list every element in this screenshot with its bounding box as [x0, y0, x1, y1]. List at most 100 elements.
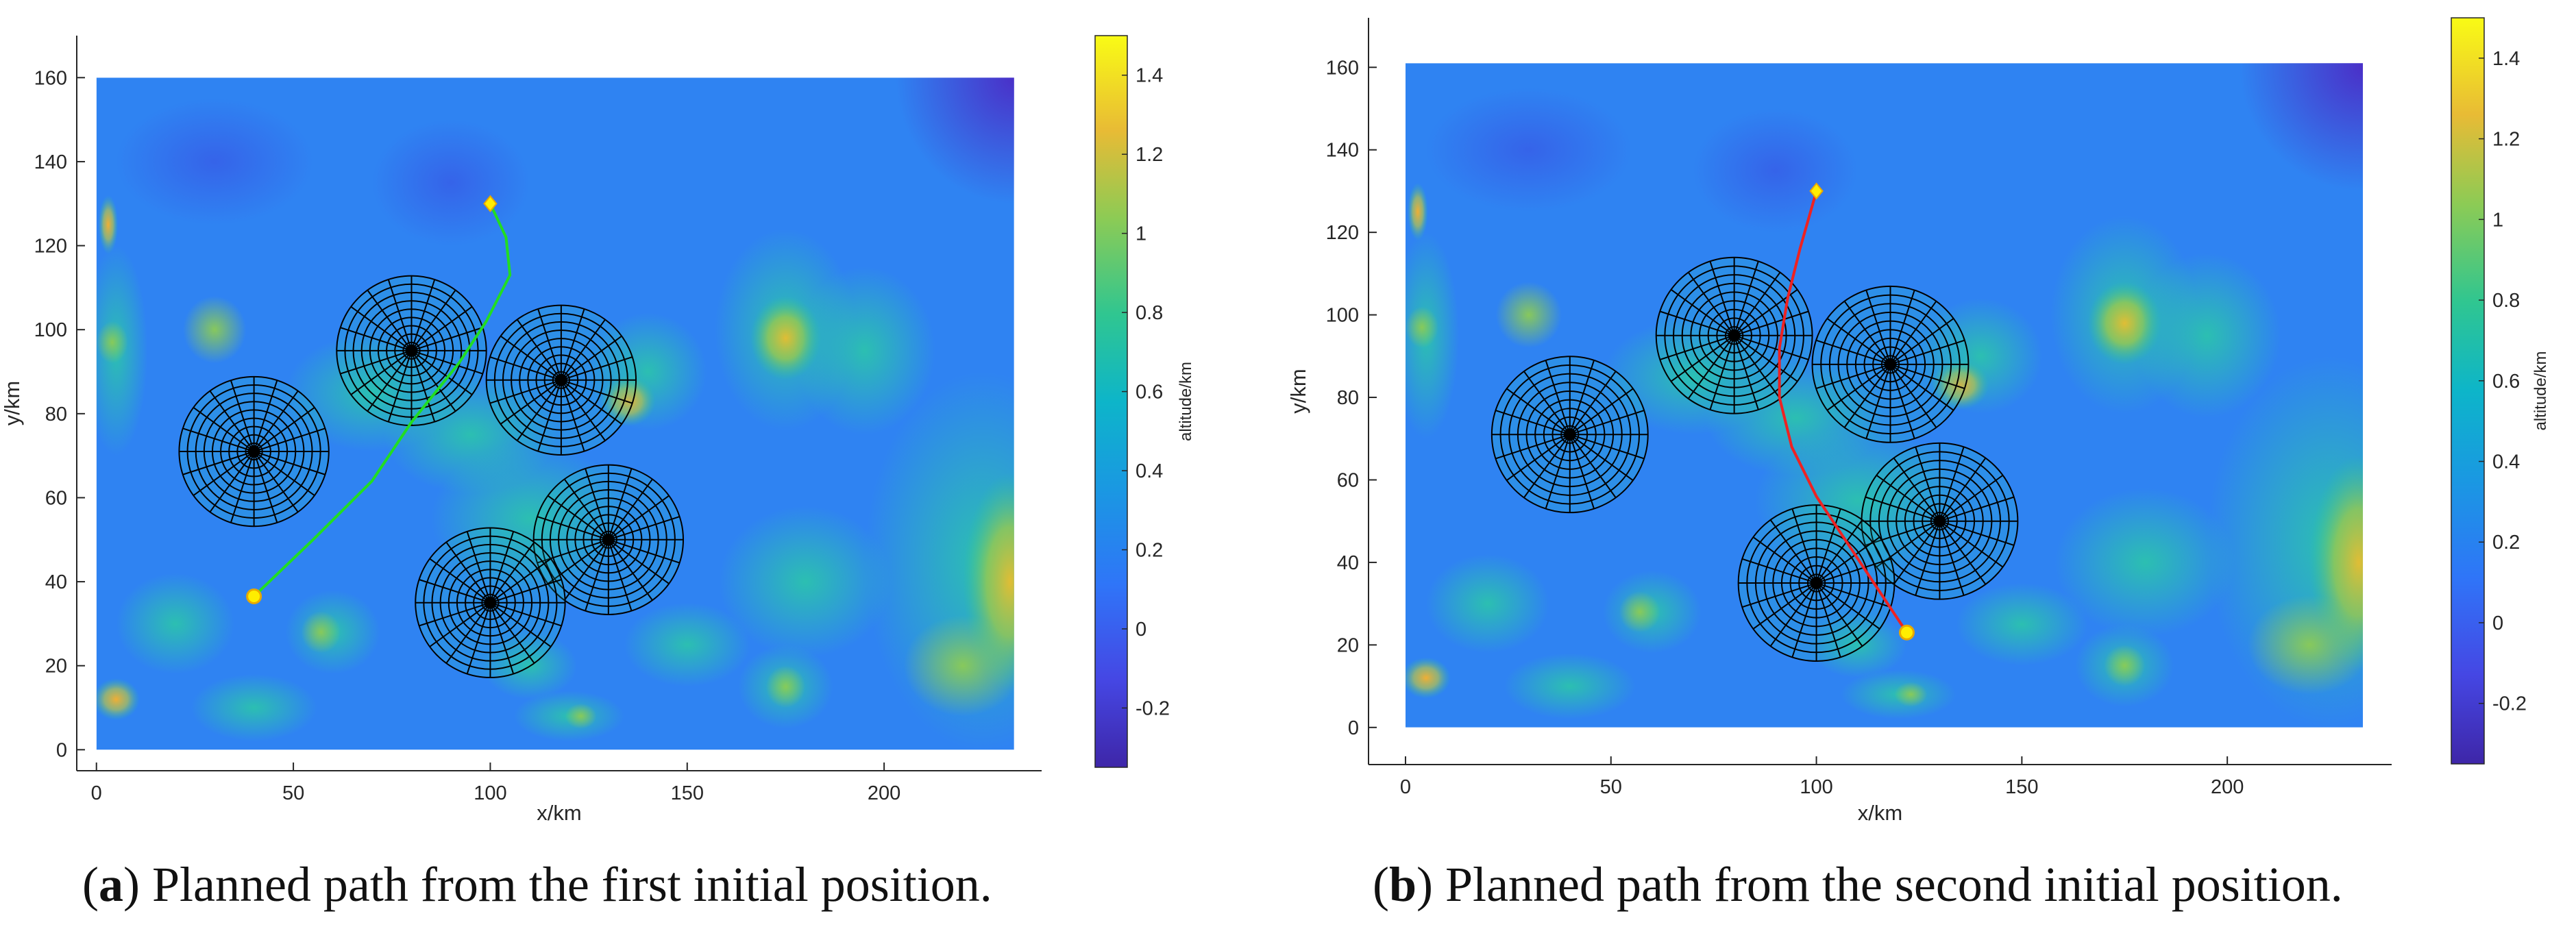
threat-spoke	[537, 380, 562, 451]
threat-spoke	[1670, 334, 1735, 382]
y-tick-label: 60	[45, 487, 67, 509]
threat-center	[247, 445, 260, 458]
y-tick-label: 40	[45, 571, 67, 593]
threat-spoke	[1939, 457, 1987, 522]
threat-spoke	[1876, 474, 1941, 522]
terrain-feature	[116, 98, 313, 225]
x-tick-label: 0	[1400, 776, 1411, 798]
terrain-feature	[1405, 657, 1451, 699]
threat-spoke	[1733, 335, 1759, 410]
threat-spoke	[489, 602, 552, 647]
threat-spoke	[1545, 360, 1571, 435]
threat-zone	[1811, 285, 1970, 443]
threat-spoke	[1569, 410, 1645, 436]
threat-spoke	[560, 380, 585, 451]
threat-spoke	[1734, 310, 1809, 336]
terrain-feature	[765, 665, 806, 708]
terrain-map	[1405, 63, 2364, 728]
threat-spoke	[1815, 519, 1863, 584]
threat-spoke	[253, 451, 299, 512]
y-tick-label: 40	[1337, 552, 1359, 574]
planned-path	[253, 203, 512, 597]
threat-spoke	[1889, 318, 1954, 365]
threat-spoke	[1752, 582, 1817, 630]
threat-spoke	[1734, 334, 1809, 360]
threat-spoke	[1865, 290, 1891, 365]
threat-spoke	[561, 319, 606, 381]
goal-marker	[1809, 182, 1824, 200]
caption-b-label: b	[1388, 857, 1417, 912]
threat-spoke	[608, 538, 680, 564]
threat-spoke	[253, 391, 299, 452]
colorbar-tick-label: 1	[1136, 223, 1146, 245]
threat-spoke	[1687, 271, 1735, 336]
threat-spoke	[1815, 582, 1880, 630]
threat-spoke	[410, 350, 436, 423]
threat-spoke	[1915, 521, 1941, 596]
x-tick-label: 50	[1600, 776, 1622, 798]
threat-spoke	[410, 350, 473, 395]
y-tick-label: 160	[1326, 57, 1359, 79]
threat-spoke	[489, 602, 535, 664]
y-tick-label: 0	[1348, 717, 1359, 739]
threat-spoke	[561, 356, 633, 381]
colorbar-tick-label: 1.4	[1136, 65, 1163, 87]
threat-spoke	[466, 602, 491, 674]
terrain-feature	[1405, 306, 1438, 348]
threat-zone	[336, 275, 487, 427]
threat-spoke	[411, 327, 483, 351]
threat-spoke	[1670, 288, 1735, 336]
threat-spoke	[1816, 582, 1891, 608]
colorbar	[2451, 17, 2485, 765]
threat-spoke	[561, 379, 633, 404]
terrain-feature	[372, 119, 530, 246]
terrain-feature	[431, 443, 628, 595]
threat-spoke	[445, 602, 491, 664]
y-tick-label: 20	[45, 656, 67, 678]
threat-spoke	[500, 379, 562, 425]
threat-spoke	[1826, 364, 1891, 411]
threat-spoke	[1939, 447, 1965, 522]
threat-spoke	[608, 538, 670, 584]
threat-spoke	[489, 602, 515, 674]
terrain-feature	[793, 267, 935, 435]
threat-spoke	[209, 391, 255, 452]
panel-a: 0 50 100 150 200 0 20 40 60 80 100 120 140 160 x/km y/k…	[0, 35, 1195, 825]
threat-spoke	[1889, 364, 1937, 428]
threat-spoke	[193, 407, 255, 452]
threat-spoke	[340, 327, 412, 351]
threat-spoke	[1709, 261, 1735, 336]
threat-spoke	[1733, 335, 1781, 399]
threat-center	[1563, 428, 1576, 441]
threat-spoke	[1741, 558, 1817, 584]
threat-spoke	[608, 495, 670, 541]
x-tick-label: 0	[91, 782, 102, 804]
threat-spoke	[1523, 434, 1571, 498]
colorbar-tick-label: 0.2	[1136, 539, 1163, 561]
threat-spoke	[489, 379, 562, 404]
terrain-feature	[2248, 595, 2364, 695]
threat-spoke	[445, 541, 491, 604]
threat-spoke	[537, 308, 562, 381]
terrain-feature	[896, 77, 1014, 204]
colorbar-tick-label: 0.6	[1136, 382, 1163, 404]
threat-spoke	[1815, 363, 1891, 390]
threat-spoke	[560, 308, 585, 381]
threat-spoke	[254, 451, 315, 497]
y-tick-label: 100	[34, 319, 67, 341]
terrain-feature	[1693, 108, 1858, 233]
threat-spoke	[1815, 582, 1841, 658]
terrain-feature	[624, 602, 750, 687]
threat-spoke	[1893, 457, 1941, 522]
caption-b: (b) Planned path from the second initial…	[1373, 857, 2343, 912]
threat-spoke	[537, 538, 609, 564]
threat-spoke	[1733, 271, 1781, 336]
x-tick-label: 100	[1800, 776, 1832, 798]
terrain-map	[96, 77, 1014, 750]
terrain-feature	[1407, 182, 1428, 241]
threat-spoke	[1815, 508, 1841, 584]
terrain-feature	[301, 611, 341, 654]
threat-spoke	[254, 427, 326, 452]
colorbar-tick-label: 0.4	[1136, 460, 1163, 482]
threat-spoke	[1741, 582, 1817, 608]
